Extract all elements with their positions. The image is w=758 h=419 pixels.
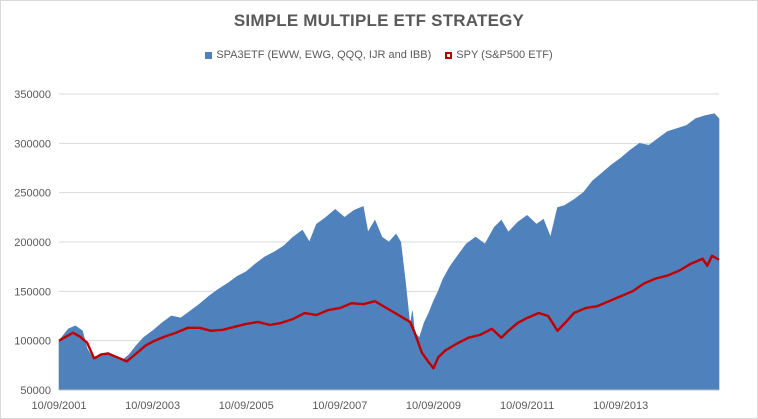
legend-item-strategy: SPA3ETF (EWW, EWG, QQQ, IJR and IBB) [205,49,431,61]
x-tick-label: 10/09/2009 [406,400,461,412]
legend-label-strategy: SPA3ETF (EWW, EWG, QQQ, IJR and IBB) [216,49,432,61]
legend: SPA3ETF (EWW, EWG, QQQ, IJR and IBB) SPY… [1,47,757,63]
series-strategy-area [58,113,720,391]
y-tick-label: 300000 [14,138,51,150]
x-tick-label: 10/09/2001 [31,400,86,412]
y-tick-label: 150000 [14,286,51,298]
y-tick-label: 50000 [20,385,51,397]
x-tick-label: 10/09/2011 [500,400,554,412]
legend-swatch-spy [445,51,453,59]
y-tick-label: 250000 [14,188,51,200]
legend-label-spy: SPY (S&P500 ETF) [456,49,553,61]
y-tick-label: 350000 [14,89,51,101]
x-tick-label: 10/09/2005 [219,400,274,412]
legend-swatch-strategy [205,51,213,59]
y-tick-label: 100000 [14,336,51,348]
y-tick-label: 200000 [14,237,51,249]
x-tick-label: 10/09/2003 [125,400,180,412]
legend-item-spy: SPY (S&P500 ETF) [445,49,553,61]
x-tick-label: 10/09/2013 [593,400,648,412]
x-tick-label: 10/09/2007 [312,400,367,412]
series-spy-line [58,254,720,370]
chart-title: SIMPLE MULTIPLE ETF STRATEGY [233,11,525,30]
